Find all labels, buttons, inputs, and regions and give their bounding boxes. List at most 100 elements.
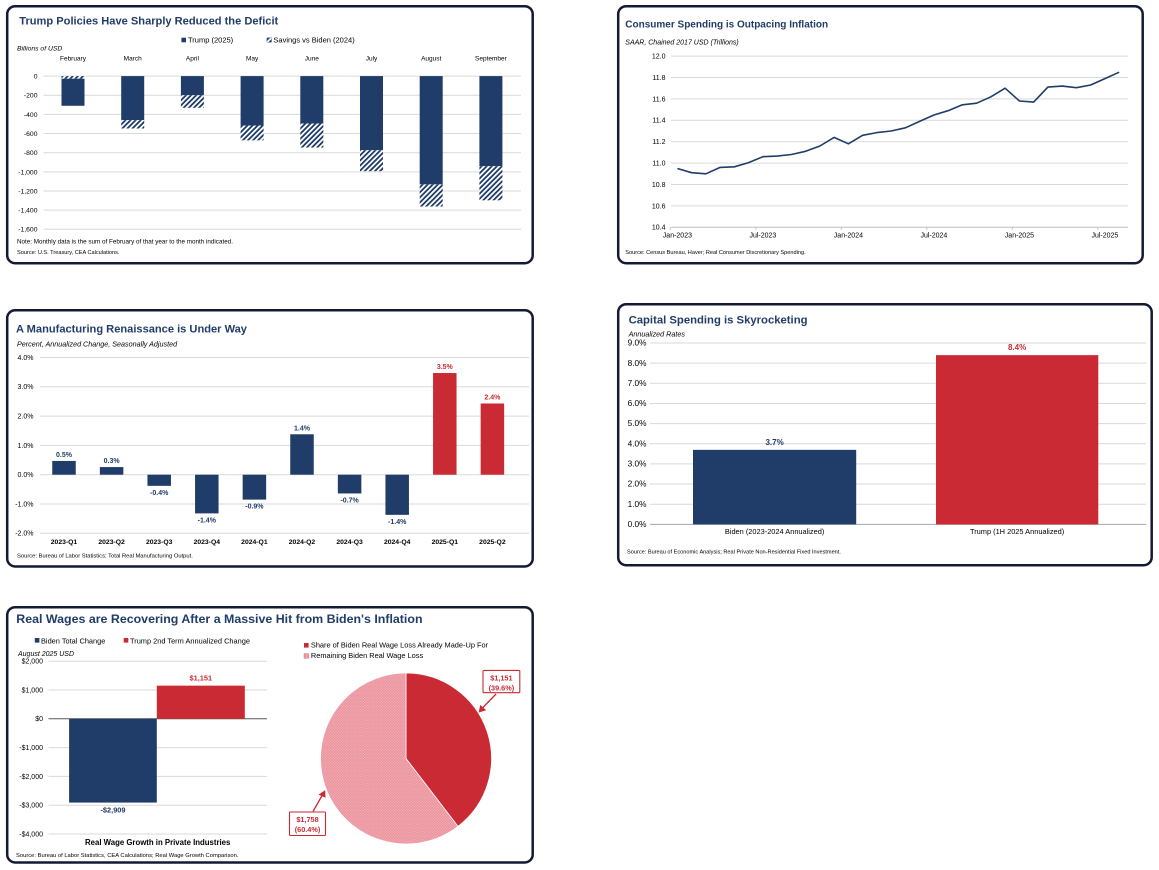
svg-text:2024-Q3: 2024-Q3 (336, 539, 363, 546)
svg-text:February: February (60, 56, 87, 63)
svg-text:9.0%: 9.0% (628, 338, 648, 348)
svg-text:12.0: 12.0 (652, 54, 666, 61)
svg-text:-$1,000: -$1,000 (19, 745, 43, 752)
svg-text:April: April (186, 56, 200, 63)
svg-text:-0.9%: -0.9% (245, 504, 264, 511)
svg-text:-1.4%: -1.4% (388, 519, 407, 526)
svg-text:7.0%: 7.0% (628, 378, 648, 388)
svg-text:-1,600: -1,600 (18, 227, 37, 234)
svg-text:1.0%: 1.0% (628, 499, 648, 509)
svg-text:0.0%: 0.0% (18, 472, 34, 479)
svg-text:Jul-2023: Jul-2023 (749, 233, 776, 240)
svg-text:11.0: 11.0 (652, 161, 665, 168)
svg-text:Trump (1H 2025 Annualized): Trump (1H 2025 Annualized) (970, 527, 1064, 536)
svg-text:(39.6%): (39.6%) (489, 684, 515, 693)
svg-text:Percent, Annualized Change, Se: Percent, Annualized Change, Seasonally A… (17, 340, 178, 349)
svg-text:5.0%: 5.0% (628, 418, 648, 428)
svg-text:Jan-2025: Jan-2025 (1005, 233, 1034, 240)
svg-text:September: September (475, 56, 508, 63)
svg-text:-$2,909: -$2,909 (100, 806, 125, 815)
svg-text:-$4,000: -$4,000 (19, 831, 43, 838)
svg-text:$1,758: $1,758 (296, 815, 318, 824)
svg-text:Jul-2025: Jul-2025 (1091, 233, 1118, 240)
svg-text:2025-Q1: 2025-Q1 (432, 539, 459, 546)
svg-text:Trump 2nd Term Annualized Chan: Trump 2nd Term Annualized Change (130, 637, 250, 646)
svg-text:Biden (2023-2024 Annualized): Biden (2023-2024 Annualized) (725, 527, 824, 536)
svg-text:2023-Q2: 2023-Q2 (98, 539, 125, 546)
svg-text:May: May (246, 56, 259, 63)
svg-text:Real Wage Growth in Private In: Real Wage Growth in Private Industries (85, 838, 231, 847)
svg-text:3.7%: 3.7% (765, 438, 783, 447)
svg-text:10.4: 10.4 (652, 225, 666, 232)
svg-text:11.2: 11.2 (652, 139, 665, 146)
svg-text:(60.4%): (60.4%) (295, 825, 321, 834)
svg-text:Note: Monthly data is the sum: Note: Monthly data is the sum of Februar… (17, 238, 233, 245)
svg-text:-400: -400 (24, 112, 38, 119)
svg-text:Remaining Biden Real Wage Loss: Remaining Biden Real Wage Loss (311, 651, 424, 660)
svg-text:Capital Spending is Skyrocketi: Capital Spending is Skyrocketing (629, 315, 808, 327)
svg-text:2024-Q1: 2024-Q1 (241, 539, 268, 546)
svg-text:Source: Bureau of Labor Statis: Source: Bureau of Labor Statistics, CEA … (16, 853, 239, 859)
svg-text:SAAR, Chained 2017 USD (Trilli: SAAR, Chained 2017 USD (Trillions) (625, 39, 738, 46)
svg-text:8.0%: 8.0% (628, 358, 648, 368)
svg-text:August: August (421, 56, 441, 63)
svg-text:June: June (305, 56, 319, 63)
svg-text:Source: Bureau of Economic Ana: Source: Bureau of Economic Analysis; Rea… (627, 550, 841, 556)
svg-text:Trump Policies Have Sharply Re: Trump Policies Have Sharply Reduced the … (19, 16, 278, 28)
svg-text:Jan-2023: Jan-2023 (663, 233, 692, 240)
svg-text:8.4%: 8.4% (1008, 343, 1026, 352)
svg-text:6.0%: 6.0% (628, 398, 648, 408)
svg-text:0.3%: 0.3% (104, 458, 121, 465)
svg-text:Jul-2024: Jul-2024 (920, 233, 947, 240)
svg-text:Share of Biden Real Wage Loss: Share of Biden Real Wage Loss Already Ma… (311, 641, 489, 650)
svg-text:1.4%: 1.4% (294, 425, 311, 432)
svg-text:3.0%: 3.0% (18, 384, 34, 391)
svg-text:$1,000: $1,000 (22, 687, 44, 694)
svg-text:Consumer Spending is Outpacing: Consumer Spending is Outpacing Inflation (625, 20, 828, 31)
svg-text:Savings vs Biden (2024): Savings vs Biden (2024) (273, 36, 355, 45)
svg-text:11.4: 11.4 (652, 118, 665, 125)
svg-text:3.5%: 3.5% (437, 364, 454, 371)
svg-text:Biden Total Change: Biden Total Change (41, 637, 105, 646)
svg-text:Trump (2025): Trump (2025) (188, 36, 234, 45)
svg-text:2024-Q4: 2024-Q4 (384, 539, 411, 546)
svg-text:Billions of USD: Billions of USD (17, 46, 62, 53)
svg-text:-0.4%: -0.4% (150, 490, 169, 497)
svg-text:10.8: 10.8 (652, 182, 666, 189)
svg-text:-$2,000: -$2,000 (19, 774, 43, 781)
svg-text:March: March (124, 56, 142, 63)
svg-text:-200: -200 (24, 93, 38, 100)
svg-text:0: 0 (34, 74, 38, 81)
svg-text:Real Wages are Recovering Afte: Real Wages are Recovering After a Massiv… (16, 612, 422, 626)
svg-text:-800: -800 (24, 150, 38, 157)
svg-text:10.6: 10.6 (652, 203, 666, 210)
svg-text:Source: Census Bureau, Haver;: Source: Census Bureau, Haver; Real Consu… (625, 250, 806, 256)
svg-text:1.0%: 1.0% (18, 443, 34, 450)
svg-text:-1,200: -1,200 (18, 188, 37, 195)
svg-text:$1,151: $1,151 (490, 673, 512, 682)
svg-text:$1,151: $1,151 (189, 674, 212, 683)
svg-text:-$3,000: -$3,000 (19, 803, 43, 810)
svg-text:11.8: 11.8 (652, 75, 665, 82)
svg-text:2.0%: 2.0% (628, 479, 648, 489)
svg-text:4.0%: 4.0% (628, 438, 648, 448)
svg-text:2023-Q4: 2023-Q4 (194, 539, 221, 546)
svg-text:-1.4%: -1.4% (198, 517, 217, 524)
svg-text:Source: U.S. Treasury, CEA Cal: Source: U.S. Treasury, CEA Calculations. (17, 250, 120, 256)
svg-text:-1.0%: -1.0% (15, 501, 33, 508)
svg-text:-1,000: -1,000 (18, 169, 37, 176)
svg-text:2.4%: 2.4% (484, 395, 501, 402)
svg-text:2023-Q1: 2023-Q1 (51, 539, 78, 546)
svg-text:Jan-2024: Jan-2024 (834, 233, 863, 240)
svg-text:-2.0%: -2.0% (15, 531, 33, 538)
svg-text:2023-Q3: 2023-Q3 (146, 539, 173, 546)
svg-text:-0.7%: -0.7% (340, 498, 359, 505)
svg-text:2025-Q2: 2025-Q2 (479, 539, 506, 546)
svg-text:4.0%: 4.0% (18, 355, 34, 362)
svg-text:A Manufacturing Renaissance is: A Manufacturing Renaissance is Under Way (16, 324, 248, 336)
svg-text:July: July (366, 56, 378, 63)
svg-text:11.6: 11.6 (652, 96, 665, 103)
svg-text:2.0%: 2.0% (18, 414, 34, 421)
svg-text:2024-Q2: 2024-Q2 (289, 539, 316, 546)
svg-text:Source: Bureau of Labor Statis: Source: Bureau of Labor Statistics; Tota… (17, 554, 193, 560)
